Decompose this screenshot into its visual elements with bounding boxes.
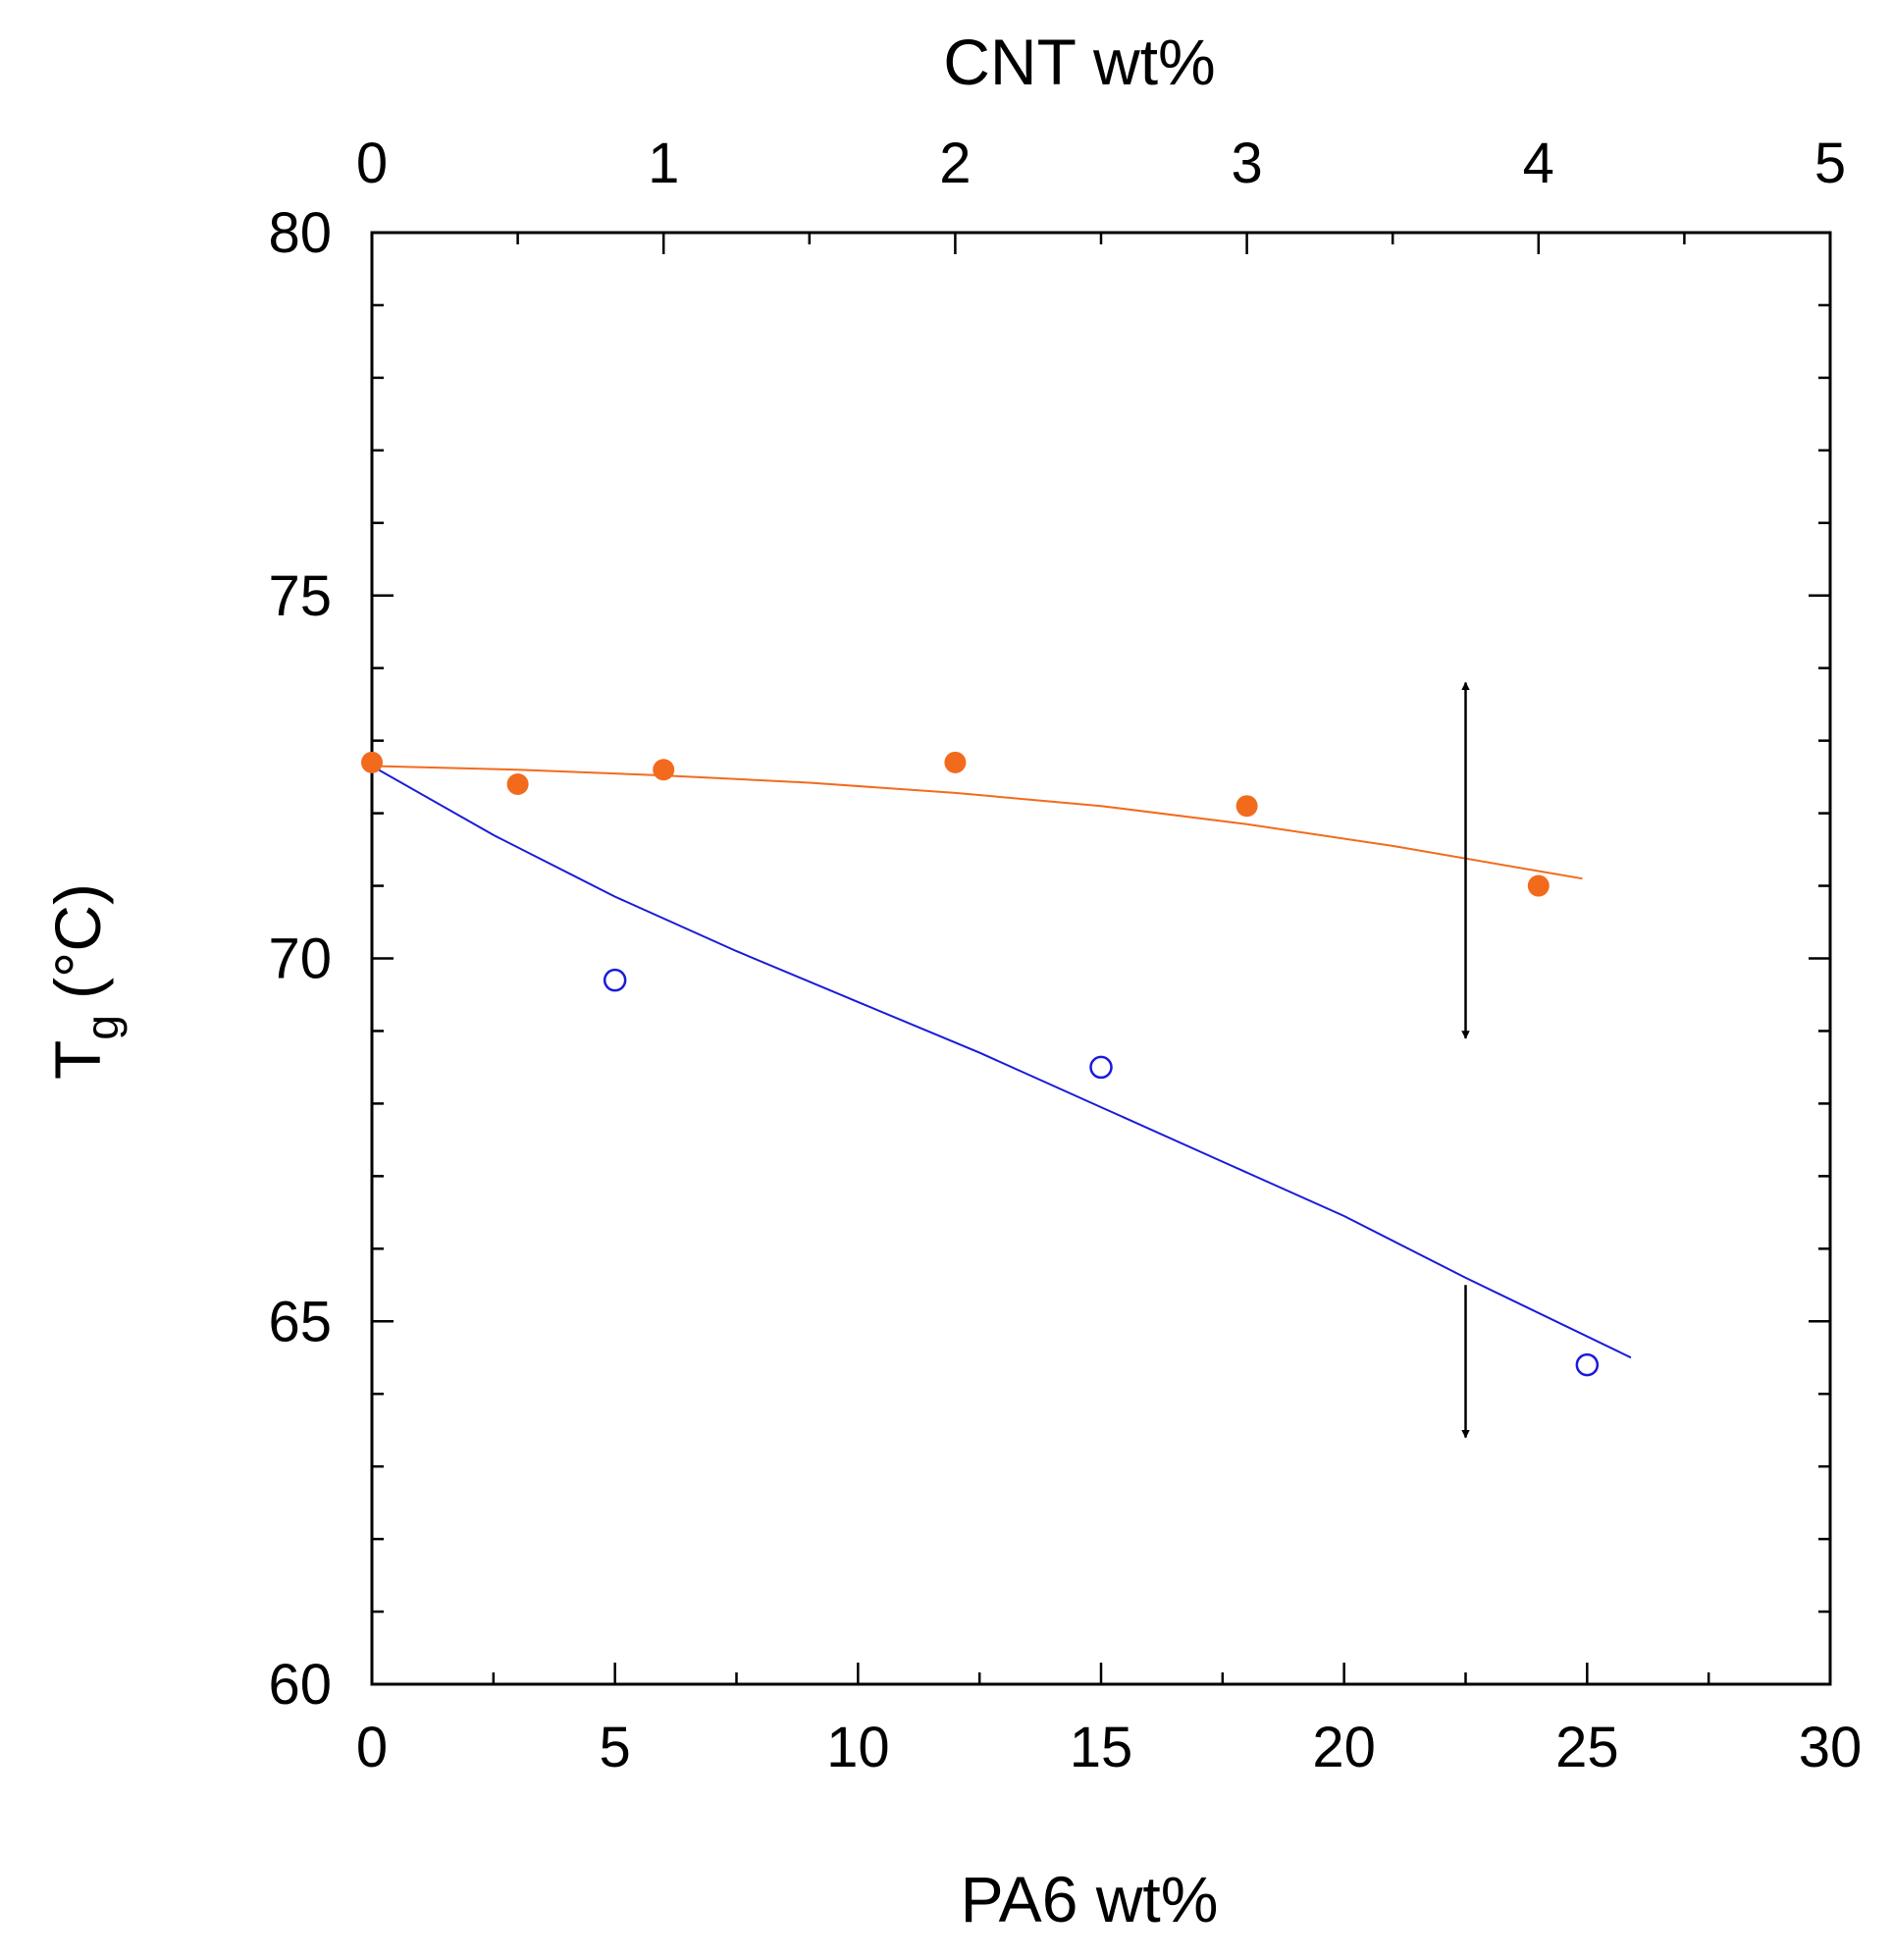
x-tick-label: 20	[1312, 1716, 1376, 1779]
fit-line-cnt	[371, 765, 1583, 880]
svg-text:Tg(°C): Tg (°C)	[41, 883, 128, 1080]
y-axis-label-unit: (°C)	[41, 883, 114, 999]
fit-line-pa6	[371, 765, 1632, 1359]
x2-tick-label: 4	[1523, 132, 1554, 195]
axis-ticks	[370, 231, 1832, 1686]
x2-tick-label: 0	[356, 132, 388, 195]
data-point-pa6	[1575, 1352, 1600, 1377]
y-axis-label-main: T	[41, 1040, 114, 1080]
x-tick-label: 10	[826, 1716, 890, 1779]
y-tick-label: 80	[268, 201, 332, 265]
x-tick-label: 30	[1799, 1716, 1863, 1779]
x-axis-label: PA6 wt%	[961, 1863, 1219, 1935]
y-tick-label: 70	[268, 927, 332, 991]
x2-tick-label: 5	[1814, 132, 1846, 195]
x-tick-label: 25	[1555, 1716, 1619, 1779]
y-tick-label: 75	[268, 564, 332, 628]
y-axis-label: Tg (°C)	[41, 883, 128, 1080]
data-point-cnt	[1235, 795, 1258, 818]
plot-frame	[370, 231, 1832, 1686]
data-point-pa6	[603, 968, 627, 992]
data-point-cnt	[653, 759, 675, 781]
y-axis-label-subscript: g	[77, 1015, 128, 1040]
tick-labels: 0 5 10 15 20 25 30 0 1 2 3 4 5 60 65 70 75 80	[268, 132, 1862, 1779]
data-point-cnt	[361, 751, 383, 773]
x-tick-label: 15	[1070, 1716, 1133, 1779]
data-points	[361, 751, 1600, 1377]
x-tick-label: 0	[356, 1716, 388, 1779]
x2-tick-label: 3	[1231, 132, 1262, 195]
x-tick-label: 5	[600, 1716, 631, 1779]
data-point-cnt	[944, 751, 967, 773]
fit-lines	[371, 765, 1632, 1359]
x2-tick-label: 1	[648, 132, 679, 195]
data-point-cnt	[1527, 874, 1550, 897]
data-point-pa6	[1089, 1055, 1113, 1080]
y-tick-label: 65	[268, 1290, 332, 1353]
x2-tick-label: 2	[939, 132, 971, 195]
y-tick-label: 60	[268, 1653, 332, 1717]
data-point-cnt	[506, 773, 529, 796]
top-x-axis-label: CNT wt%	[943, 26, 1215, 98]
